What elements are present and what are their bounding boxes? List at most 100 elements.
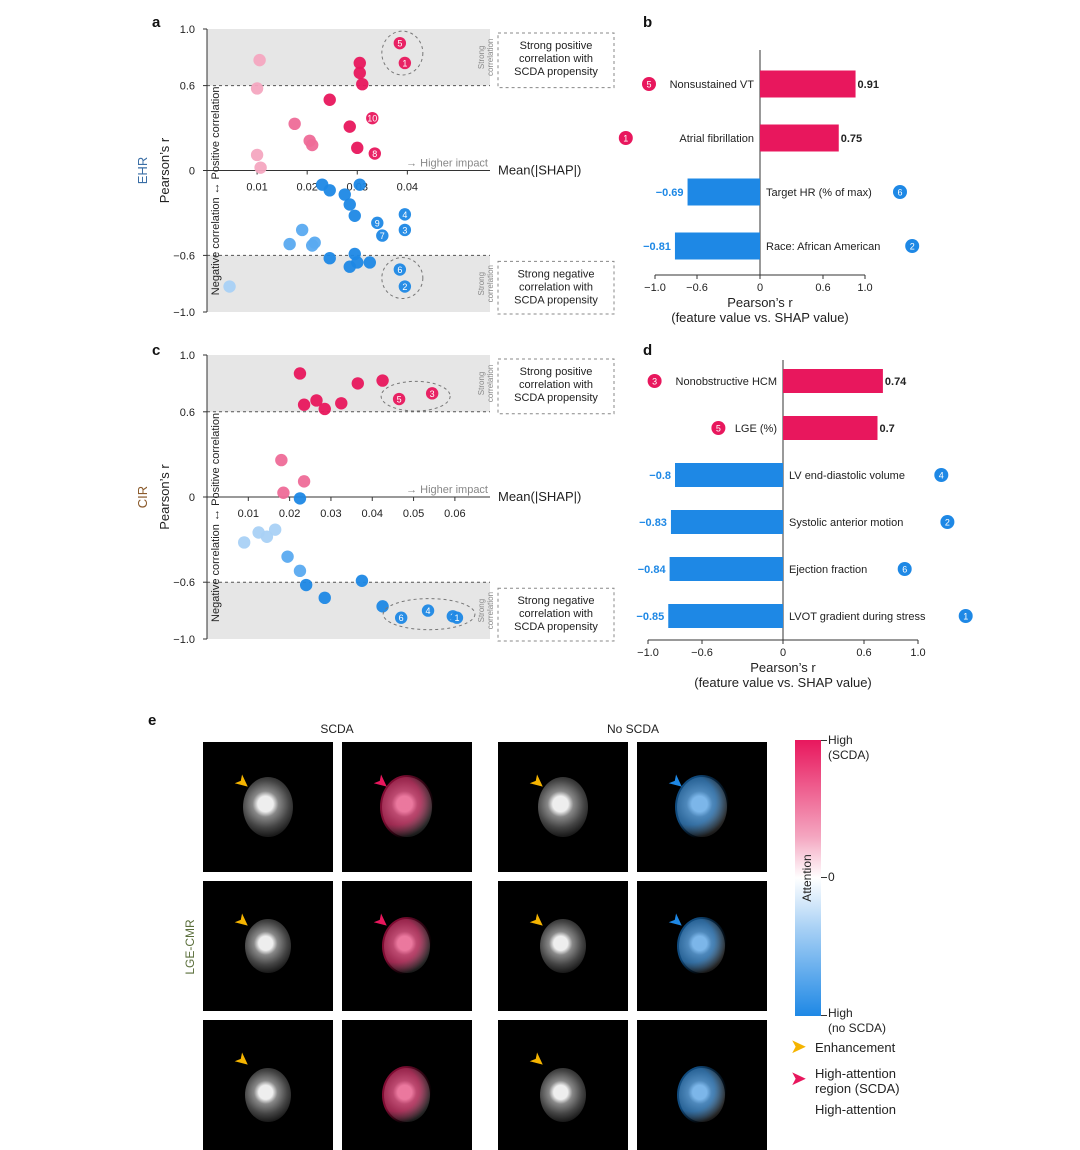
legend-high-attention-scda: High-attention (815, 1066, 896, 1081)
a-ellipse-pos (381, 30, 424, 76)
a-data-point (363, 256, 376, 269)
d-xtick-label: −1.0 (637, 647, 659, 659)
d-bar (669, 557, 783, 581)
panel-letter-b: b (643, 14, 653, 31)
b-value-label: 0.91 (858, 79, 879, 91)
a-point-number: 6 (397, 265, 402, 275)
a-strong-corr-pos-a: Strong (477, 46, 486, 70)
c-strong-corr-pos-a: Strong (477, 372, 486, 396)
b-bar (687, 178, 760, 206)
d-bar-label: Ejection fraction (789, 564, 867, 576)
c-point-number: 3 (430, 389, 435, 399)
mri-image: ➤ (498, 1020, 628, 1150)
a-ytick-label: 0 (189, 166, 195, 178)
c-data-point (355, 574, 369, 587)
c-data-point (310, 394, 323, 407)
c-ytick-label: −0.6 (173, 577, 195, 589)
a-data-point (368, 147, 381, 160)
a-data-point (254, 161, 267, 174)
a-strong-negative-line: correlation with (519, 281, 593, 293)
c-band-negative (207, 582, 490, 639)
a-strong-positive-line: SCDA propensity (514, 66, 598, 78)
c-data-point (392, 392, 406, 406)
a-strong-positive-line: correlation with (519, 53, 593, 65)
a-data-point (353, 66, 366, 80)
a-data-point (305, 138, 319, 152)
b-x-axis-subtitle: (feature value vs. SHAP value) (671, 310, 849, 325)
b-bar (674, 232, 760, 260)
b-bar-label: Target HR (% of max) (766, 187, 872, 199)
d-number-badge-text: 2 (945, 518, 950, 528)
c-point-number: 4 (426, 606, 431, 616)
a-strong-corr-pos-b: correlation (486, 39, 495, 76)
yellow-arrow-icon: ➤ (230, 1047, 256, 1073)
c-data-point (351, 377, 364, 390)
colorbar-title: Attention (800, 854, 814, 902)
d-value-label: 0.74 (885, 376, 907, 388)
colorbar-tick-bottom (821, 1015, 827, 1016)
panel-letter-e: e (148, 712, 157, 729)
group-label-scda: SCDA (320, 722, 354, 736)
c-data-point (450, 611, 464, 624)
c-positive-correlation-label: → Positive correlation (210, 413, 222, 520)
a-data-point (343, 198, 356, 211)
c-point-number: 1 (454, 613, 459, 623)
a-point-number: 2 (402, 282, 407, 292)
mri-image: ➤ (637, 742, 767, 872)
d-value-label: −0.8 (649, 470, 671, 482)
b-bar (760, 124, 839, 152)
colorbar-bottom-sub: (no SCDA) (828, 1021, 887, 1035)
d-xtick-label: −0.6 (691, 647, 713, 659)
a-point-number: 10 (367, 114, 377, 124)
attention-overlay (677, 917, 727, 975)
d-number-badge-text: 1 (963, 612, 968, 622)
c-data-point (275, 453, 288, 467)
panel-letter-d: d (643, 342, 653, 359)
a-ytick-label: −0.6 (173, 250, 195, 262)
heart-slice (538, 777, 588, 837)
a-strong-negative-line: Strong negative (517, 268, 594, 280)
b-xtick-label: −1.0 (644, 282, 666, 294)
c-strong-positive-line: Strong positive (520, 366, 593, 378)
a-point-number: 8 (372, 149, 377, 159)
d-bar (675, 463, 783, 487)
d-bar (670, 510, 783, 534)
a-data-point (351, 141, 364, 155)
d-value-label: 0.7 (880, 423, 895, 435)
a-data-point (351, 256, 364, 269)
a-xtick-label: 0.02 (296, 182, 317, 194)
attention-overlay (677, 1066, 727, 1124)
a-ytick-label: 1.0 (180, 24, 195, 36)
b-number-badge-text: 1 (623, 134, 628, 144)
attention-overlay (382, 1066, 432, 1124)
a-ytick-label: −1.0 (173, 307, 195, 319)
b-bar-label: Nonsustained VT (670, 79, 755, 91)
a-strong-negative-line: SCDA propensity (514, 294, 598, 306)
b-value-label: −0.81 (643, 241, 671, 253)
a-negative-correlation-label: Negative correlation ← (210, 183, 222, 295)
c-xtick-label: 0.05 (403, 508, 424, 520)
d-number-badge (958, 609, 973, 623)
c-xtick-label: 0.02 (279, 508, 300, 520)
c-higher-impact-label: → Higher impact (406, 484, 488, 496)
a-point-number: 5 (397, 39, 402, 49)
b-number-badge (618, 131, 633, 145)
yellow-arrow-icon: ➤ (525, 1047, 551, 1073)
a-row-label: EHR (135, 157, 150, 184)
d-bar (668, 604, 783, 628)
d-bar-label: LGE (%) (735, 423, 777, 435)
a-data-point (398, 208, 412, 221)
c-data-point (293, 564, 307, 578)
d-number-badge (711, 421, 726, 435)
a-strong-corr-neg-b: correlation (486, 265, 495, 302)
mri-image: ➤ (498, 742, 628, 872)
a-data-point (250, 148, 264, 162)
c-data-point (376, 600, 389, 613)
attention-overlay (675, 775, 729, 839)
a-data-point (376, 229, 389, 242)
a-point-number: 4 (402, 210, 407, 220)
a-data-point (323, 184, 336, 197)
colorbar-top-label: High (828, 733, 853, 747)
c-ellipse-neg (382, 598, 476, 631)
d-number-badge-text: 6 (902, 565, 907, 575)
